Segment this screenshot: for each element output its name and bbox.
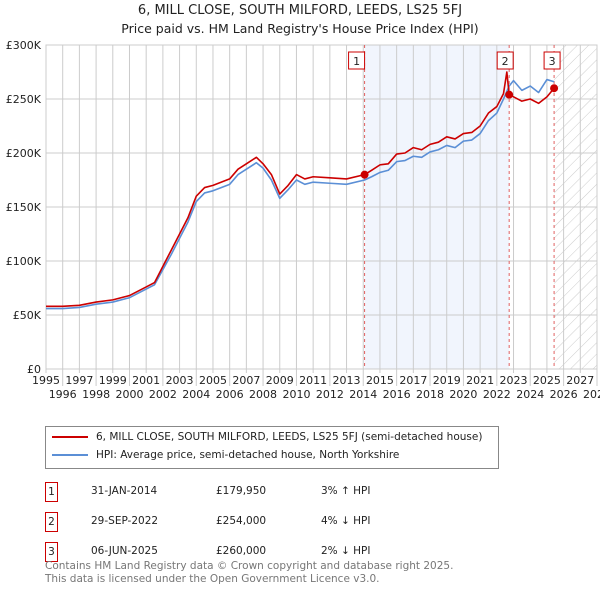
transaction-price: £254,000	[216, 515, 267, 527]
x-tick-label: 2018	[416, 388, 444, 401]
x-tick-label: 1996	[49, 388, 77, 401]
hpi-line	[46, 78, 555, 310]
x-tick-label: 1997	[65, 374, 93, 387]
y-tick-label: £150K	[6, 201, 42, 214]
x-tick-label: 2023	[500, 374, 528, 387]
transaction-row: 2 29-SEP-2022 £254,000 4% ↓ HPI	[45, 512, 545, 532]
transaction-point	[550, 84, 559, 93]
y-tick-label: £300K	[6, 39, 42, 52]
transaction-row: 1 31-JAN-2014 £179,950 3% ↑ HPI	[45, 482, 545, 502]
transaction-hpi: 3% ↑ HPI	[321, 485, 371, 497]
transaction-hpi: 4% ↓ HPI	[321, 515, 371, 527]
legend-item-property: 6, MILL CLOSE, SOUTH MILFORD, LEEDS, LS2…	[52, 431, 482, 443]
transaction-marker: 1	[45, 482, 58, 502]
transaction-point	[505, 90, 514, 99]
transaction-hpi: 2% ↓ HPI	[321, 545, 371, 557]
x-tick-label: 2012	[316, 388, 344, 401]
x-tick-label: 2025	[533, 374, 561, 387]
x-tick-label: 2017	[399, 374, 427, 387]
x-tick-label: 2000	[115, 388, 143, 401]
transaction-price: £260,000	[216, 545, 267, 557]
transaction-label-box	[543, 51, 561, 70]
x-tick-label: 2016	[383, 388, 411, 401]
x-tick-label: 2006	[216, 388, 244, 401]
transaction-price: £179,950	[216, 485, 267, 497]
legend-label: HPI: Average price, semi-detached house,…	[96, 449, 400, 461]
transaction-label: 1	[353, 55, 360, 68]
y-tick-label: £50K	[13, 309, 42, 322]
x-tick-label: 1998	[82, 388, 110, 401]
transaction-date: 31-JAN-2014	[91, 485, 158, 497]
x-tick-label: 2019	[433, 374, 461, 387]
x-tick-label: 2009	[266, 374, 294, 387]
x-tick-label: 2008	[249, 388, 277, 401]
transaction-date: 06-JUN-2025	[91, 545, 158, 557]
legend-item-hpi: HPI: Average price, semi-detached house,…	[52, 449, 399, 461]
x-tick-label: 2010	[282, 388, 310, 401]
price-chart: 1995199619971998199920002001200220032004…	[6, 39, 600, 401]
x-tick-label: 2027	[566, 374, 594, 387]
legend-swatch-red	[52, 436, 88, 438]
transaction-label-box	[348, 51, 366, 70]
x-tick-label: 2022	[483, 388, 511, 401]
x-tick-label: 2015	[366, 374, 394, 387]
legend-label: 6, MILL CLOSE, SOUTH MILFORD, LEEDS, LS2…	[96, 431, 483, 443]
x-tick-label: 2028	[583, 388, 600, 401]
transaction-label-box	[496, 51, 514, 70]
x-tick-label: 2021	[466, 374, 494, 387]
legend: 6, MILL CLOSE, SOUTH MILFORD, LEEDS, LS2…	[45, 426, 499, 469]
y-tick-label: £100K	[6, 255, 42, 268]
x-tick-label: 2002	[149, 388, 177, 401]
x-tick-label: 2020	[449, 388, 477, 401]
x-tick-label: 2026	[550, 388, 578, 401]
x-tick-label: 2004	[182, 388, 210, 401]
transaction-date: 29-SEP-2022	[91, 515, 159, 527]
y-tick-label: £200K	[6, 147, 42, 160]
footer-line: This data is licensed under the Open Gov…	[45, 573, 380, 585]
x-tick-label: 1995	[32, 374, 60, 387]
x-tick-label: 2005	[199, 374, 227, 387]
x-tick-label: 2007	[232, 374, 260, 387]
transaction-marker: 2	[45, 512, 58, 532]
x-tick-label: 2011	[299, 374, 327, 387]
y-tick-label: £250K	[6, 93, 42, 106]
x-tick-label: 1999	[99, 374, 127, 387]
x-tick-label: 2014	[349, 388, 377, 401]
footer: Contains HM Land Registry data © Crown c…	[45, 560, 453, 586]
transaction-label: 2	[502, 55, 509, 68]
transaction-marker: 3	[45, 542, 58, 562]
transaction-row: 3 06-JUN-2025 £260,000 2% ↓ HPI	[45, 542, 545, 562]
x-tick-label: 2024	[516, 388, 544, 401]
plot-border	[45, 44, 598, 370]
price-paid-line	[46, 71, 555, 308]
chart-subtitle: Price paid vs. HM Land Registry's House …	[121, 21, 479, 36]
transaction-point	[360, 170, 369, 179]
x-tick-label: 2013	[333, 374, 361, 387]
footer-line: Contains HM Land Registry data © Crown c…	[45, 560, 454, 572]
chart-title: 6, MILL CLOSE, SOUTH MILFORD, LEEDS, LS2…	[137, 3, 463, 18]
legend-swatch-blue	[52, 454, 88, 456]
x-tick-label: 2001	[132, 374, 160, 387]
x-tick-label: 2003	[166, 374, 194, 387]
transaction-label: 3	[549, 55, 556, 68]
y-tick-label: £0	[27, 363, 41, 376]
